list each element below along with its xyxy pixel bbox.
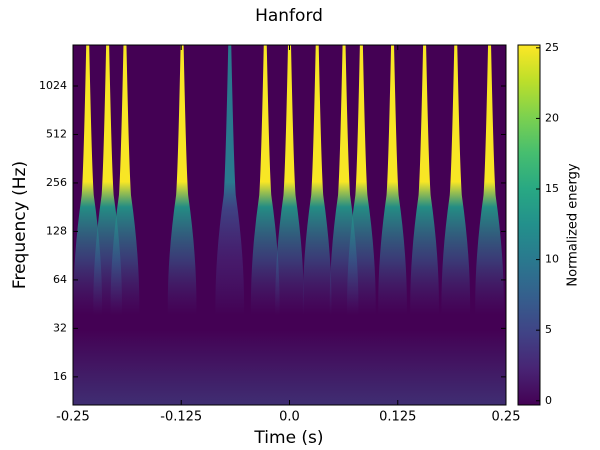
x-tick-label: 0.125 bbox=[379, 410, 416, 425]
colorbar-tick-label: 5 bbox=[545, 323, 552, 336]
x-tick-label: 0.25 bbox=[492, 410, 521, 425]
y-tick-label: 256 bbox=[46, 176, 67, 189]
colorbar-tick-label: 20 bbox=[545, 111, 559, 124]
y-tick-label: 1024 bbox=[39, 79, 67, 92]
burst bbox=[215, 45, 245, 325]
y-tick-label: 512 bbox=[46, 127, 67, 140]
colorbar-tick-label: 0 bbox=[545, 394, 552, 407]
burst bbox=[302, 45, 332, 325]
y-tick-label: 128 bbox=[46, 224, 67, 237]
burst bbox=[275, 45, 304, 325]
burst bbox=[250, 45, 280, 325]
low-frequency-glow bbox=[73, 330, 506, 405]
y-axis-label: Frequency (Hz) bbox=[10, 161, 30, 289]
burst bbox=[73, 45, 103, 325]
colorbar-tick-label: 10 bbox=[545, 253, 559, 266]
colorbar-label: Normalized energy bbox=[566, 163, 581, 286]
y-tick-label: 16 bbox=[53, 370, 67, 383]
burst bbox=[378, 45, 407, 325]
colorbar-tick-label: 25 bbox=[545, 41, 559, 54]
colorbar bbox=[517, 44, 541, 406]
burst bbox=[347, 45, 376, 325]
burst bbox=[167, 45, 197, 325]
burst bbox=[475, 45, 504, 325]
burst bbox=[110, 45, 140, 325]
chart-title: Hanford bbox=[255, 6, 323, 26]
x-tick-label: -0.25 bbox=[56, 410, 90, 425]
colorbar-tick-label: 15 bbox=[545, 182, 559, 195]
y-tick-label: 64 bbox=[53, 273, 67, 286]
burst bbox=[441, 45, 471, 325]
x-tick-label: 0.0 bbox=[279, 410, 300, 425]
burst bbox=[410, 45, 439, 325]
y-tick-label: 32 bbox=[53, 321, 67, 334]
x-axis-label: Time (s) bbox=[253, 428, 323, 448]
x-tick-label: -0.125 bbox=[160, 410, 202, 425]
